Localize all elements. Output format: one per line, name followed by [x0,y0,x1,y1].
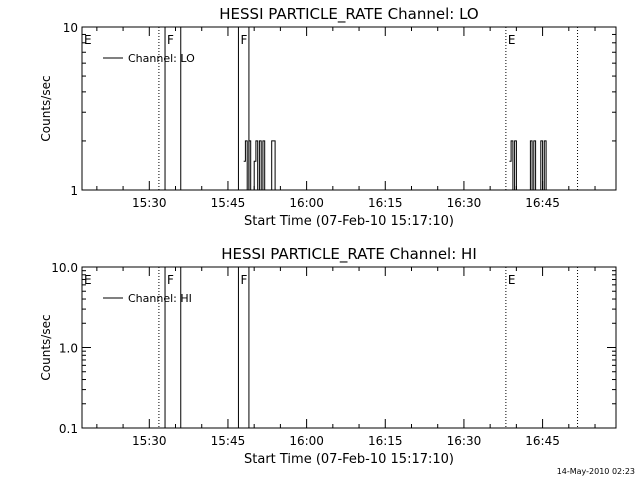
event-flag-F: F [167,33,174,47]
event-flag-E: E [508,33,516,47]
y-tick-label: 10.0 [51,261,78,275]
legend-entry: Channel: LO [128,52,195,65]
event-flag-F: F [240,33,247,47]
x-tick-label: 16:00 [289,434,324,448]
x-tick-label: 16:15 [368,196,403,210]
x-tick-label: 16:30 [447,196,482,210]
generation-timestamp: 14-May-2010 02:23 [557,467,635,476]
plot-frame [81,26,617,191]
x-tick-label: 16:15 [368,434,403,448]
chart-title: HESSI PARTICLE_RATE Channel: LO [219,5,478,24]
event-flag-E: E [508,273,516,287]
event-flag-E: E [84,273,92,287]
event-flag-F: F [240,273,247,287]
x-axis-label: Start Time (07-Feb-10 15:17:10) [244,214,454,229]
x-axis-label: Start Time (07-Feb-10 15:17:10) [244,452,454,467]
x-tick-label: 15:30 [132,434,167,448]
x-tick-label: 15:45 [211,434,246,448]
x-tick-label: 15:45 [211,196,246,210]
legend-entry: Channel: HI [128,292,192,305]
y-tick-label: 0.1 [59,422,78,436]
y-tick-label: 1 [70,184,78,198]
x-tick-label: 16:30 [447,434,482,448]
event-flag-F: F [167,273,174,287]
y-axis-label: Counts/sec [39,314,53,380]
x-tick-label: 16:45 [525,196,560,210]
chart-panel-2: HESSI PARTICLE_RATE Channel: HI Start Tim… [39,245,617,467]
x-tick-label: 16:00 [289,196,324,210]
x-tick-label: 15:30 [132,196,167,210]
series-line [243,140,549,191]
y-axis-label: Counts/sec [39,75,53,141]
event-flag-E: E [84,33,92,47]
chart-title: HESSI PARTICLE_RATE Channel: HI [221,245,477,264]
y-tick-label: 1.0 [59,342,78,356]
chart-panel-1: HESSI PARTICLE_RATE Channel: LO Start Tim… [39,5,617,229]
x-tick-label: 16:45 [525,434,560,448]
y-tick-label: 10 [63,21,78,35]
